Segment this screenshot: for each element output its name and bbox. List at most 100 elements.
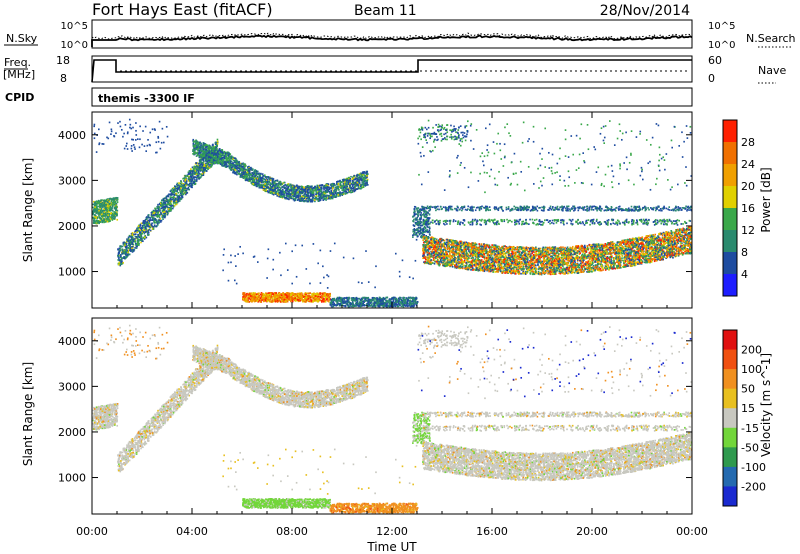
power-echo	[316, 185, 319, 188]
power-echo	[338, 192, 341, 195]
power-echo	[312, 193, 315, 196]
power-echo	[184, 185, 186, 188]
power-echo	[212, 159, 215, 161]
power-echo	[331, 187, 333, 190]
power-echo	[217, 157, 219, 160]
power-echo	[131, 234, 133, 237]
power-echo	[268, 178, 271, 181]
power-echo	[135, 237, 138, 239]
power-echo	[155, 221, 157, 224]
power-echo	[146, 233, 149, 235]
power-echo	[276, 190, 278, 193]
power-echo	[116, 213, 118, 216]
power-echo	[231, 164, 234, 167]
power-echo	[270, 177, 272, 180]
power-echo	[102, 203, 104, 206]
power-echo	[303, 197, 306, 200]
power-echo	[240, 173, 243, 175]
power-echo	[97, 205, 99, 208]
power-echo	[129, 247, 132, 249]
power-echo	[201, 156, 204, 159]
power-echo	[157, 140, 160, 143]
power-echo	[167, 212, 169, 215]
power-echo	[187, 173, 190, 175]
power-echo	[312, 189, 314, 192]
power-echo	[250, 166, 252, 169]
power-echo	[366, 170, 369, 173]
power-echo	[261, 187, 264, 189]
power-echo	[103, 218, 106, 220]
power-echo	[284, 197, 287, 200]
power-echo	[364, 176, 366, 179]
power-echo	[117, 254, 119, 257]
power-echo	[200, 154, 203, 157]
power-echo	[130, 232, 133, 235]
power-echo	[327, 183, 330, 185]
power-echo	[217, 162, 220, 165]
power-echo	[255, 177, 257, 180]
power-echo	[262, 175, 265, 177]
power-echo	[269, 182, 272, 184]
power-echo	[147, 234, 149, 236]
power-echo	[243, 165, 246, 167]
power-echo	[252, 299, 255, 302]
power-echo	[283, 193, 285, 196]
power-echo	[316, 184, 319, 187]
power-echo	[152, 217, 155, 219]
power-echo	[350, 189, 353, 192]
power-echo	[126, 249, 128, 252]
power-echo	[297, 193, 300, 196]
power-echo	[301, 195, 303, 198]
power-echo	[181, 188, 184, 190]
power-echo	[127, 250, 129, 253]
power-echo	[346, 177, 348, 180]
power-echo	[201, 164, 204, 166]
power-echo	[332, 184, 334, 187]
power-echo	[342, 188, 345, 191]
power-echo	[196, 176, 198, 179]
power-echo	[94, 214, 97, 217]
power-echo	[98, 211, 100, 213]
power-echo	[354, 188, 357, 191]
power-echo	[140, 231, 142, 234]
power-echo	[206, 162, 209, 164]
power-echo	[225, 151, 228, 154]
power-echo	[265, 177, 268, 179]
power-echo	[317, 200, 320, 202]
power-echo	[215, 153, 217, 155]
power-echo	[169, 204, 172, 207]
power-echo	[284, 298, 287, 301]
power-echo	[287, 197, 289, 200]
power-echo	[227, 156, 230, 158]
power-echo	[344, 182, 347, 185]
power-echo	[99, 204, 102, 207]
power-echo	[205, 170, 208, 172]
power-echo	[245, 178, 248, 181]
power-echo	[212, 145, 214, 148]
power-echo	[99, 212, 101, 215]
power-echo	[126, 245, 128, 247]
power-echo	[306, 197, 308, 200]
power-echo	[228, 165, 231, 168]
power-echo	[198, 172, 201, 175]
power-echo	[251, 181, 254, 183]
cpid-text: themis -3300 IF	[98, 92, 195, 105]
power-echo	[128, 240, 131, 242]
power-echo	[258, 183, 261, 186]
power-echo	[325, 184, 328, 186]
power-echo	[170, 200, 173, 203]
power-echo	[322, 195, 325, 197]
power-echo	[172, 196, 175, 198]
power-echo	[269, 184, 271, 187]
power-echo	[324, 299, 327, 302]
power-echo	[148, 223, 151, 226]
power-echo	[244, 170, 246, 173]
power-echo	[164, 215, 167, 218]
power-echo	[228, 154, 231, 157]
power-echo	[158, 221, 160, 224]
power-echo	[138, 226, 141, 229]
power-echo	[190, 174, 193, 176]
power-echo	[225, 161, 228, 163]
power-echo	[315, 193, 317, 196]
power-echo	[170, 197, 172, 200]
